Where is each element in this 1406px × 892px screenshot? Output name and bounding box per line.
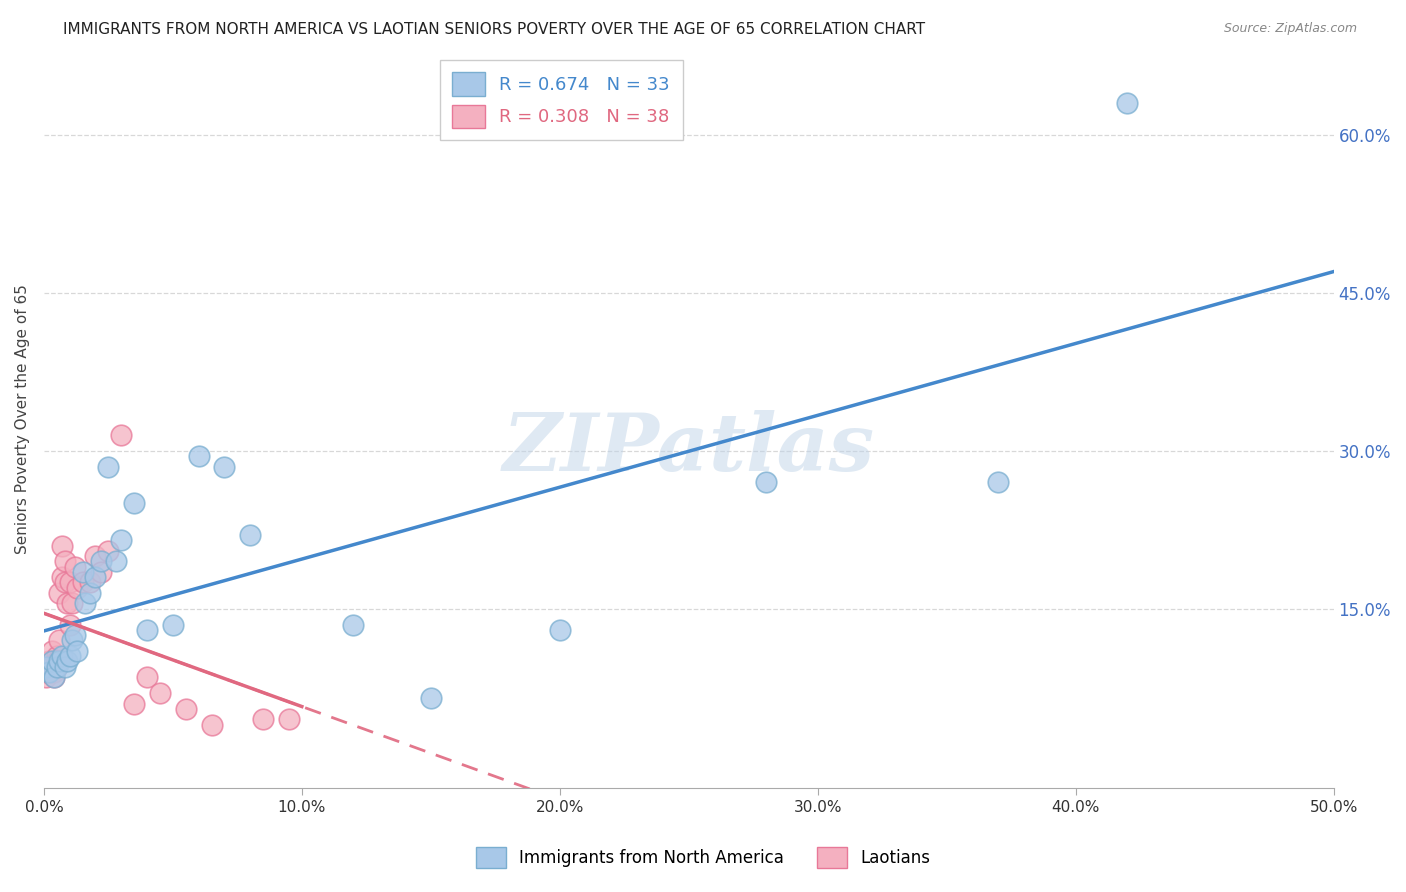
Point <box>90 554 112 568</box>
Point <box>72 565 94 579</box>
Point <box>38 665 60 679</box>
Point <box>45 649 67 664</box>
Point <box>41 659 63 673</box>
Point <box>63 628 86 642</box>
Point <box>239 528 262 542</box>
Point <box>66 644 89 658</box>
Point <box>53 575 76 590</box>
Point <box>79 586 101 600</box>
Point <box>97 459 120 474</box>
Point <box>149 686 172 700</box>
Text: IMMIGRANTS FROM NORTH AMERICA VS LAOTIAN SENIORS POVERTY OVER THE AGE OF 65 CORR: IMMIGRANTS FROM NORTH AMERICA VS LAOTIAN… <box>63 22 925 37</box>
Point <box>48 654 70 668</box>
Point <box>45 659 67 673</box>
Point <box>252 712 274 726</box>
Point <box>66 581 89 595</box>
Point <box>278 712 301 726</box>
Point <box>56 654 79 668</box>
Point <box>72 575 94 590</box>
Point <box>136 670 159 684</box>
Point <box>105 554 128 568</box>
Text: ZIPatlas: ZIPatlas <box>503 410 875 487</box>
Point <box>44 665 66 679</box>
Point <box>56 597 79 611</box>
Legend: Immigrants from North America, Laotians: Immigrants from North America, Laotians <box>468 840 938 875</box>
Point <box>51 570 73 584</box>
Point <box>174 702 197 716</box>
Text: Source: ZipAtlas.com: Source: ZipAtlas.com <box>1223 22 1357 36</box>
Point <box>75 597 97 611</box>
Point <box>110 533 132 548</box>
Point <box>53 659 76 673</box>
Point <box>84 549 107 563</box>
Point <box>41 654 63 668</box>
Point <box>419 691 441 706</box>
Point <box>84 570 107 584</box>
Point <box>41 644 63 658</box>
Point <box>59 649 82 664</box>
Point <box>45 654 67 668</box>
Point <box>60 597 83 611</box>
Point <box>214 459 236 474</box>
Point <box>48 586 70 600</box>
Point <box>51 539 73 553</box>
Y-axis label: Seniors Poverty Over the Age of 65: Seniors Poverty Over the Age of 65 <box>15 285 30 554</box>
Point <box>53 554 76 568</box>
Legend: R = 0.674   N = 33, R = 0.308   N = 38: R = 0.674 N = 33, R = 0.308 N = 38 <box>440 60 683 140</box>
Point <box>44 670 66 684</box>
Point <box>162 617 184 632</box>
Point <box>63 559 86 574</box>
Point <box>59 575 82 590</box>
Point <box>110 428 132 442</box>
Point <box>35 659 58 673</box>
Point <box>44 670 66 684</box>
Point <box>122 496 145 510</box>
Point <box>60 633 83 648</box>
Point <box>48 633 70 648</box>
Point <box>987 475 1010 490</box>
Point <box>35 659 58 673</box>
Point <box>755 475 778 490</box>
Point <box>51 649 73 664</box>
Point <box>200 717 222 731</box>
Point <box>38 654 60 668</box>
Point <box>35 670 58 684</box>
Point <box>1116 96 1139 111</box>
Point <box>122 697 145 711</box>
Point <box>548 623 571 637</box>
Point <box>342 617 364 632</box>
Point <box>136 623 159 637</box>
Point <box>90 565 112 579</box>
Point <box>38 665 60 679</box>
Point <box>59 617 82 632</box>
Point <box>45 659 67 673</box>
Point <box>97 544 120 558</box>
Point <box>41 654 63 668</box>
Point <box>35 665 58 679</box>
Point <box>79 575 101 590</box>
Point <box>187 449 209 463</box>
